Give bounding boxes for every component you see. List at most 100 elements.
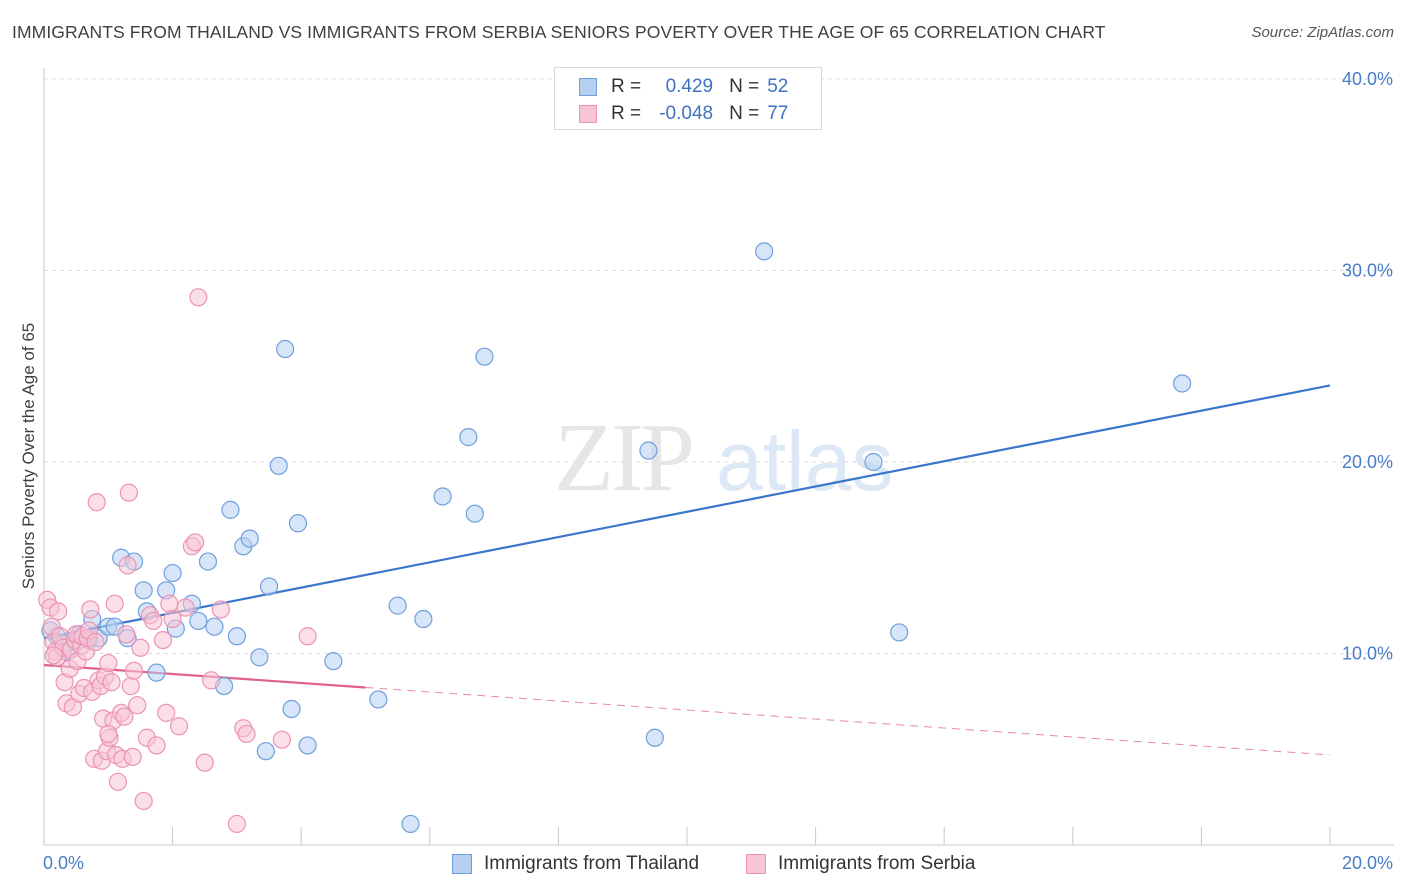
y-tick-label: 30.0% xyxy=(1342,261,1393,281)
serbia-point xyxy=(186,533,205,552)
axes xyxy=(43,68,1394,846)
thailand-point xyxy=(414,609,433,629)
x-tick-label: 20.0% xyxy=(1342,853,1393,873)
serbia-point xyxy=(160,594,179,613)
serbia-point xyxy=(272,730,292,749)
thailand-point xyxy=(388,596,407,615)
legend-n-value: 77 xyxy=(767,103,789,124)
thailand-point xyxy=(645,728,664,747)
thailand-point xyxy=(163,563,182,583)
thailand-point xyxy=(639,441,658,460)
thailand-point xyxy=(755,242,774,261)
legend-n-label: N = xyxy=(729,103,760,124)
serbia-point xyxy=(123,747,142,767)
y-axis-title: Seniors Poverty Over the Age of 65 xyxy=(19,323,38,589)
thailand-point xyxy=(282,699,301,719)
trend-line-thailand xyxy=(43,384,1331,640)
x-tick-label: 0.0% xyxy=(43,853,84,873)
serbia-point xyxy=(49,602,68,621)
thailand-point xyxy=(324,652,343,671)
serbia-point xyxy=(153,630,173,650)
thailand-point xyxy=(240,529,259,548)
thailand-point xyxy=(259,577,279,596)
thailand-point xyxy=(189,611,208,631)
serbia-point xyxy=(169,717,189,736)
trend-line-serbia-extension xyxy=(365,686,1331,756)
y-tick-label: 10.0% xyxy=(1342,644,1393,664)
serbia-point xyxy=(102,673,121,692)
thailand-point xyxy=(276,339,295,359)
bottom-legend-label-serbia: Immigrants from Serbia xyxy=(778,853,976,874)
serbia-point xyxy=(195,753,214,772)
legend-r-label: R = xyxy=(611,103,642,124)
serbia-point xyxy=(117,625,136,644)
thailand-point xyxy=(227,627,246,646)
serbia-point xyxy=(128,696,147,715)
thailand-point xyxy=(369,690,388,709)
y-tick-label: 20.0% xyxy=(1342,452,1393,472)
legend-n-value: 52 xyxy=(767,76,789,97)
thailand-point xyxy=(1173,374,1192,393)
y-tick-label: 40.0% xyxy=(1342,69,1393,89)
tick-labels: 10.0% 20.0% 30.0% 40.0% 0.0% 20.0% xyxy=(43,69,1393,873)
legend-r-value: -0.048 xyxy=(659,103,714,124)
serbia-point xyxy=(99,653,118,673)
thailand-point xyxy=(288,514,308,533)
serbia-point xyxy=(87,493,106,512)
serbia-point xyxy=(189,288,208,307)
thailand-point xyxy=(298,736,317,755)
serbia-point xyxy=(163,609,182,629)
legend-row-thailand: R = 0.429 N = 52 xyxy=(579,74,788,100)
watermark: ZIP atlas xyxy=(554,404,893,512)
legend: R = 0.429 N = 52 R = -0.048 N = 77 xyxy=(554,67,822,130)
serbia-point xyxy=(99,724,118,744)
serbia-point xyxy=(118,556,137,575)
thailand-point xyxy=(256,742,275,761)
legend-row-serbia: R = -0.048 N = 77 xyxy=(579,101,788,127)
thailand-point xyxy=(198,552,218,571)
bottom-legend-swatch-serbia xyxy=(746,854,766,874)
source-label: Source: ZipAtlas.com xyxy=(1251,24,1394,41)
legend-swatch-serbia xyxy=(579,105,597,123)
serbia-point xyxy=(202,671,221,690)
thailand-point xyxy=(433,487,452,506)
serbia-point xyxy=(237,724,256,744)
chart-title: IMMIGRANTS FROM THAILAND VS IMMIGRANTS F… xyxy=(12,22,1106,42)
serbia-point xyxy=(81,600,100,619)
serbia-point xyxy=(176,598,195,617)
serbia-point xyxy=(144,611,163,631)
thailand-point xyxy=(250,648,269,667)
thailand-point xyxy=(147,663,166,682)
bottom-legend-label-thailand: Immigrants from Thailand xyxy=(484,853,700,874)
thailand-point xyxy=(205,617,224,636)
serbia-point xyxy=(44,646,63,665)
serbia-point xyxy=(298,627,317,646)
thailand-point xyxy=(465,504,484,523)
grid-lines xyxy=(44,78,1394,654)
thailand-point xyxy=(401,814,420,834)
legend-swatch-thailand xyxy=(579,78,597,96)
thailand-point xyxy=(134,581,153,600)
thailand-point xyxy=(864,452,883,472)
serbia-point xyxy=(131,638,150,657)
serbia-point xyxy=(119,483,138,502)
legend-r-value: 0.429 xyxy=(665,76,714,97)
serbia-point xyxy=(211,600,230,619)
legend-r-label: R = xyxy=(611,76,642,97)
serbia-point xyxy=(227,814,246,834)
serbia-point xyxy=(86,632,105,652)
bottom-legend-serbia: Immigrants from Serbia xyxy=(746,852,975,876)
thailand-point xyxy=(459,428,478,447)
serbia-point xyxy=(105,594,124,613)
bottom-legend-thailand: Immigrants from Thailand xyxy=(452,852,699,876)
watermark-zip: ZIP xyxy=(554,404,692,512)
serbia-point xyxy=(121,676,140,696)
thailand-point xyxy=(475,347,494,366)
data-points xyxy=(38,242,1192,834)
legend-n-label: N = xyxy=(729,76,760,97)
watermark-atlas: atlas xyxy=(716,414,893,508)
thailand-point xyxy=(269,456,288,475)
serbia-point xyxy=(157,703,176,722)
serbia-point xyxy=(124,661,144,680)
